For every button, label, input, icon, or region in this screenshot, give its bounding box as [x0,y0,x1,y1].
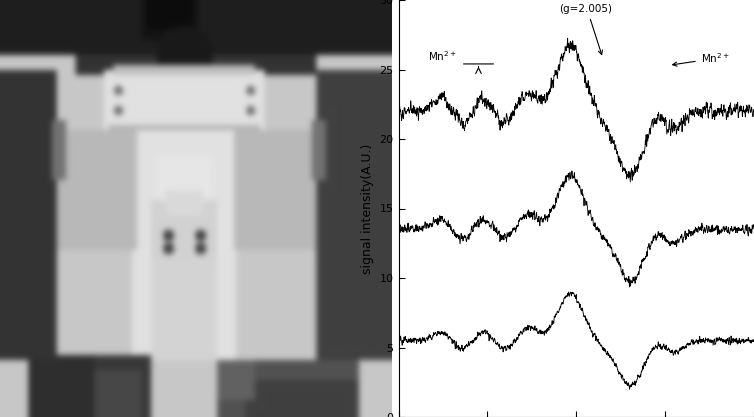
Text: Mn$^{2+}$: Mn$^{2+}$ [428,49,457,63]
Text: RIS
(g=2.005): RIS (g=2.005) [559,0,611,55]
Text: Mn$^{2+}$: Mn$^{2+}$ [673,51,730,66]
Y-axis label: signal intensity(A.U.): signal intensity(A.U.) [361,143,374,274]
